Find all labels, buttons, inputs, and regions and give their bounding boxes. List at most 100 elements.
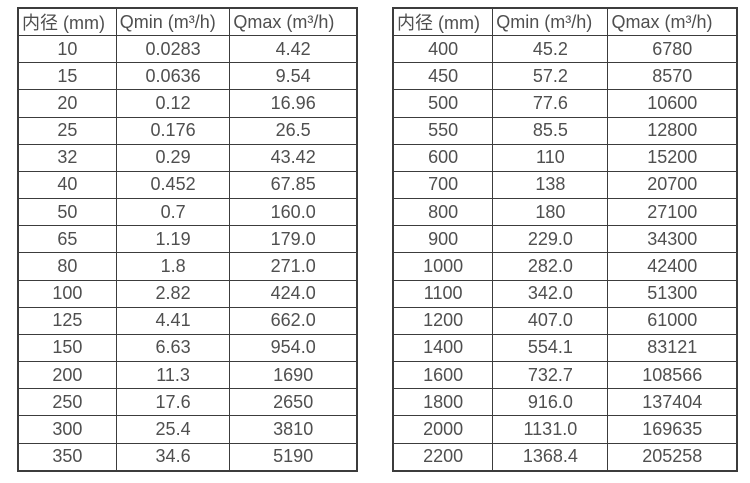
table-row: 350 34.6 5190 xyxy=(17,442,358,472)
diameter-cell: 1600 xyxy=(392,361,494,390)
diameter-cell: 150 xyxy=(17,333,117,363)
qmax-cell: 12800 xyxy=(607,116,738,145)
qmax-cell: 271.0 xyxy=(229,252,358,281)
qmin-cell: 180 xyxy=(492,198,609,227)
diameter-cell: 50 xyxy=(17,198,117,227)
qmax-cell: 67.85 xyxy=(229,170,358,200)
table-row: 32 0.29 43.42 xyxy=(17,143,358,172)
qmin-cell: 554.1 xyxy=(492,333,609,363)
table-row: 15 0.0636 9.54 xyxy=(17,62,358,91)
qmax-cell: 16.96 xyxy=(229,89,358,118)
diameter-cell: 550 xyxy=(392,116,494,145)
qmin-cell: 916.0 xyxy=(492,388,609,417)
diameter-cell: 450 xyxy=(392,62,494,91)
table-row: 700 138 20700 xyxy=(392,170,738,200)
table-row: 1600 732.7 108566 xyxy=(392,361,738,390)
diameter-cell: 40 xyxy=(17,170,117,200)
qmax-cell: 83121 xyxy=(607,333,738,363)
table-body: 400 45.2 6780 450 57.2 8570 500 77.6 10600 550 85.… xyxy=(392,34,738,472)
qmax-cell: 34300 xyxy=(607,225,738,254)
table-row: 600 110 15200 xyxy=(392,143,738,172)
table-row: 250 17.6 2650 xyxy=(17,388,358,417)
diameter-cell: 25 xyxy=(17,116,117,145)
header-row: 内径 (mm) Qmin (m³/h) Qmax (m³/h) xyxy=(17,7,358,36)
diameter-cell: 1400 xyxy=(392,333,494,363)
diameter-cell: 900 xyxy=(392,225,494,254)
table-row: 1200 407.0 61000 xyxy=(392,306,738,335)
qmax-cell: 43.42 xyxy=(229,143,358,172)
qmin-cell: 282.0 xyxy=(492,252,609,281)
table-row: 900 229.0 34300 xyxy=(392,225,738,254)
table-row: 150 6.63 954.0 xyxy=(17,333,358,363)
col-header-qmin: Qmin (m³/h) xyxy=(492,7,609,36)
col-header-qmin: Qmin (m³/h) xyxy=(115,7,231,36)
table-row: 2200 1368.4 205258 xyxy=(392,442,738,472)
flow-spec-table-small-diameters: 内径 (mm) Qmin (m³/h) Qmax (m³/h) 10 0.0283… xyxy=(17,7,358,472)
qmax-cell: 2650 xyxy=(229,388,358,417)
qmin-cell: 2.82 xyxy=(115,279,231,308)
qmin-cell: 77.6 xyxy=(492,89,609,118)
qmax-cell: 26.5 xyxy=(229,116,358,145)
diameter-cell: 250 xyxy=(17,388,117,417)
col-header-diameter: 内径 (mm) xyxy=(17,7,117,36)
table-row: 200 11.3 1690 xyxy=(17,361,358,390)
diameter-cell: 700 xyxy=(392,170,494,200)
qmax-cell: 51300 xyxy=(607,279,738,308)
qmax-cell: 424.0 xyxy=(229,279,358,308)
flow-spec-table-large-diameters: 内径 (mm) Qmin (m³/h) Qmax (m³/h) 400 45.2 6… xyxy=(392,7,738,472)
qmax-cell: 27100 xyxy=(607,198,738,227)
qmin-cell: 0.0636 xyxy=(115,62,231,91)
qmin-cell: 17.6 xyxy=(115,388,231,417)
qmax-cell: 42400 xyxy=(607,252,738,281)
diameter-cell: 600 xyxy=(392,143,494,172)
qmin-cell: 25.4 xyxy=(115,415,231,444)
diameter-cell: 2200 xyxy=(392,442,494,472)
qmax-cell: 662.0 xyxy=(229,306,358,335)
qmax-cell: 15200 xyxy=(607,143,738,172)
table-row: 1400 554.1 83121 xyxy=(392,333,738,363)
table-row: 80 1.8 271.0 xyxy=(17,252,358,281)
diameter-cell: 300 xyxy=(17,415,117,444)
qmin-cell: 1131.0 xyxy=(492,415,609,444)
qmin-cell: 11.3 xyxy=(115,361,231,390)
table-row: 1800 916.0 137404 xyxy=(392,388,738,417)
qmin-cell: 0.12 xyxy=(115,89,231,118)
qmin-cell: 0.176 xyxy=(115,116,231,145)
table-row: 400 45.2 6780 xyxy=(392,34,738,64)
table-row: 65 1.19 179.0 xyxy=(17,225,358,254)
diameter-cell: 800 xyxy=(392,198,494,227)
qmin-cell: 34.6 xyxy=(115,442,231,472)
qmin-cell: 229.0 xyxy=(492,225,609,254)
qmax-cell: 160.0 xyxy=(229,198,358,227)
qmax-cell: 169635 xyxy=(607,415,738,444)
qmin-cell: 85.5 xyxy=(492,116,609,145)
qmax-cell: 6780 xyxy=(607,34,738,64)
qmax-cell: 4.42 xyxy=(229,34,358,64)
qmin-cell: 0.7 xyxy=(115,198,231,227)
qmin-cell: 342.0 xyxy=(492,279,609,308)
diameter-cell: 1000 xyxy=(392,252,494,281)
diameter-cell: 1100 xyxy=(392,279,494,308)
diameter-cell: 2000 xyxy=(392,415,494,444)
qmax-cell: 20700 xyxy=(607,170,738,200)
qmin-cell: 45.2 xyxy=(492,34,609,64)
qmin-cell: 110 xyxy=(492,143,609,172)
table-row: 1000 282.0 42400 xyxy=(392,252,738,281)
qmax-cell: 108566 xyxy=(607,361,738,390)
qmax-cell: 10600 xyxy=(607,89,738,118)
qmax-cell: 5190 xyxy=(229,442,358,472)
qmin-cell: 1368.4 xyxy=(492,442,609,472)
diameter-cell: 15 xyxy=(17,62,117,91)
table-row: 10 0.0283 4.42 xyxy=(17,34,358,64)
qmax-cell: 954.0 xyxy=(229,333,358,363)
qmax-cell: 61000 xyxy=(607,306,738,335)
diameter-cell: 200 xyxy=(17,361,117,390)
diameter-cell: 350 xyxy=(17,442,117,472)
qmin-cell: 732.7 xyxy=(492,361,609,390)
table-row: 550 85.5 12800 xyxy=(392,116,738,145)
col-header-qmax: Qmax (m³/h) xyxy=(229,7,358,36)
diameter-cell: 500 xyxy=(392,89,494,118)
qmin-cell: 138 xyxy=(492,170,609,200)
diameter-cell: 32 xyxy=(17,143,117,172)
diameter-cell: 20 xyxy=(17,89,117,118)
